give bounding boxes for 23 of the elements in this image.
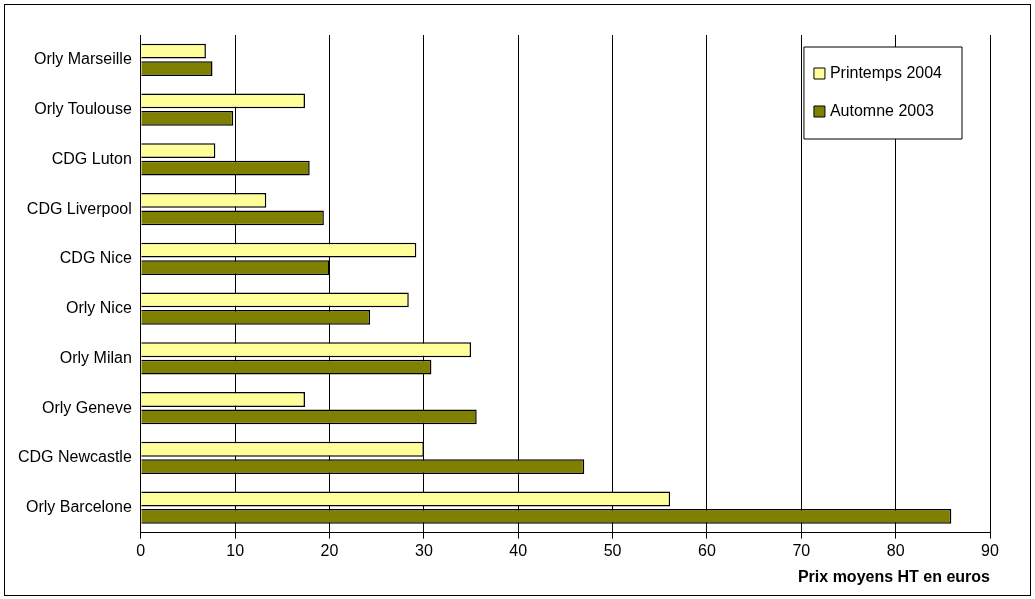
x-axis-title: Prix moyens HT en euros — [797, 567, 991, 585]
y-tick-label: Orly Toulouse — [34, 100, 132, 118]
y-tick-label: Orly Marseille — [34, 50, 132, 68]
x-tick-label: 90 — [981, 541, 999, 559]
x-tick-label: 80 — [886, 541, 905, 559]
x-tick-label: 10 — [226, 541, 245, 559]
x-tick-label: 0 — [136, 541, 146, 559]
y-tick-label: Orly Geneve — [41, 398, 132, 416]
legend-label: Automne 2003 — [829, 102, 935, 120]
x-tick-label: 30 — [414, 541, 433, 559]
y-tick-label: CDG Nice — [59, 249, 132, 267]
y-tick-label: CDG Newcastle — [17, 448, 132, 466]
x-tick-label: 70 — [792, 541, 811, 559]
x-tick-label: 50 — [603, 541, 622, 559]
y-tick-label: Orly Nice — [66, 299, 132, 317]
y-tick-label: Orly Milan — [59, 348, 132, 366]
x-tick-label: 20 — [320, 541, 339, 559]
y-tick-label: CDG Luton — [51, 149, 132, 167]
y-tick-label: CDG Liverpool — [26, 199, 132, 217]
y-tick-label: Orly Barcelone — [25, 498, 132, 516]
x-tick-label: 40 — [509, 541, 528, 559]
x-tick-label: 60 — [698, 541, 716, 559]
legend-label: Printemps 2004 — [829, 64, 943, 82]
